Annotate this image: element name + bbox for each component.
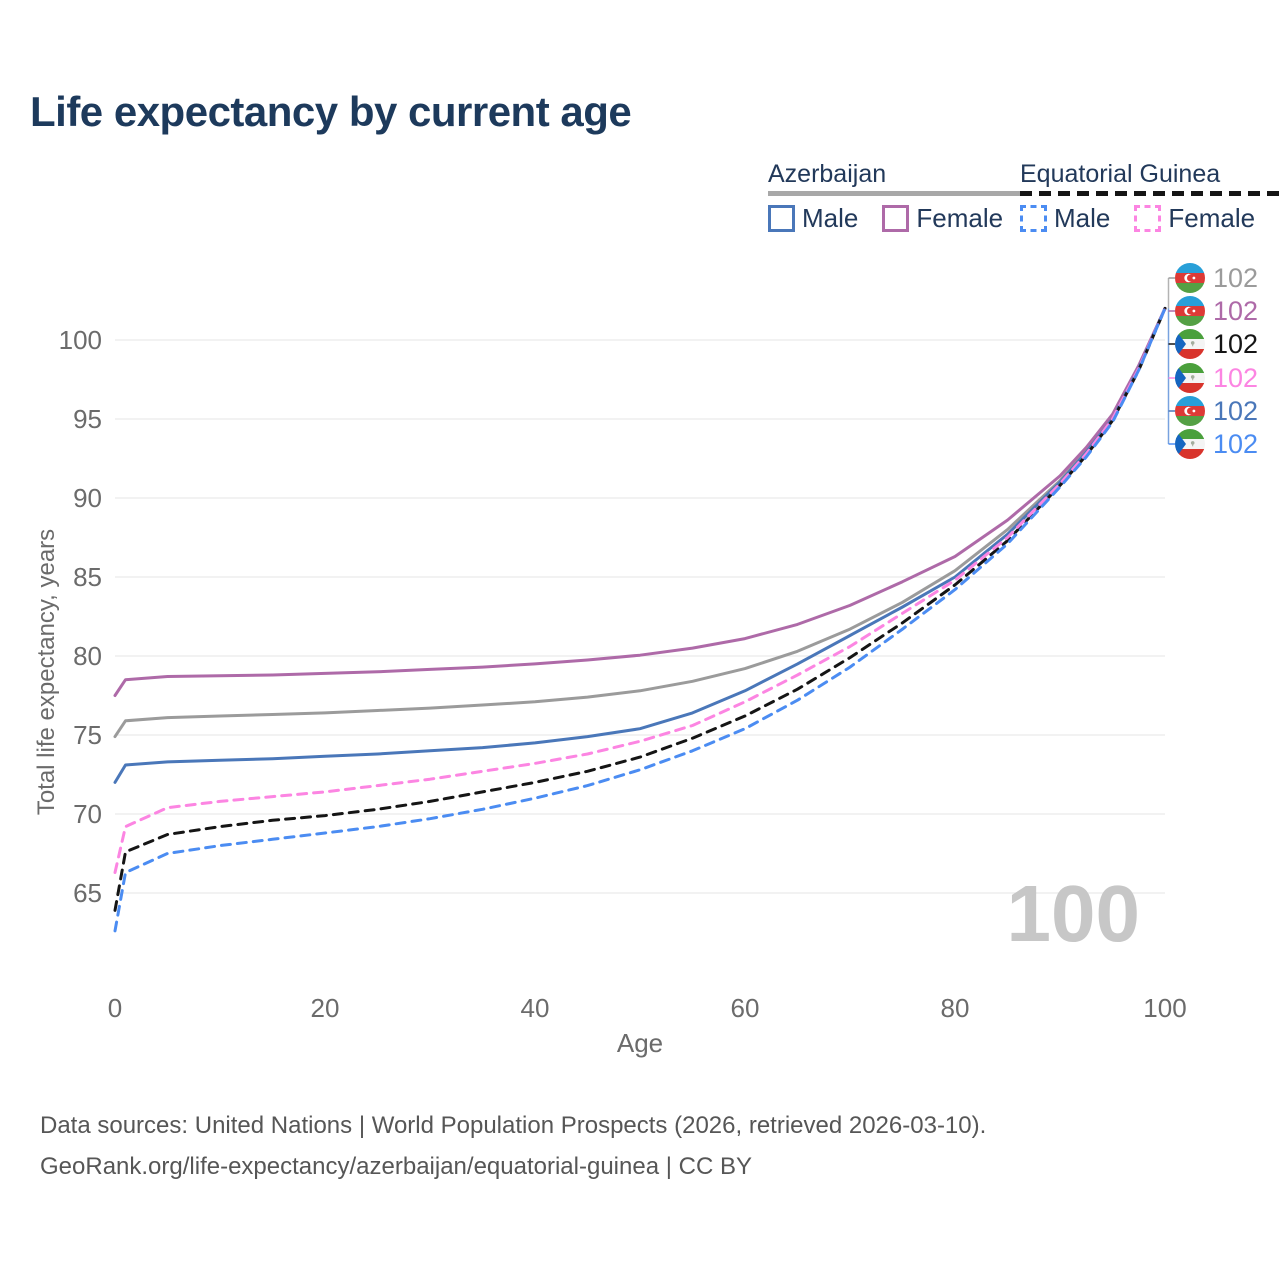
legend-swatch-equatorial-guinea-female[interactable] [1134,205,1162,232]
y-tick-label: 95 [73,404,102,434]
endpoint-label-row: 102 [1175,263,1258,293]
azerbaijan-flag-icon [1175,396,1205,426]
legend-country-equatorial-guinea[interactable]: Equatorial Guinea [1020,160,1221,188]
endpoint-value: 102 [1213,396,1259,426]
page-title: Life expectancy by current age [30,88,632,135]
equatorial-guinea-flag-icon [1175,363,1205,393]
equatorial-guinea-flag-icon [1175,429,1205,459]
y-tick-label: 85 [73,562,102,592]
x-tick-label: 100 [1143,993,1186,1023]
endpoint-value: 102 [1213,296,1259,326]
y-tick-label: 75 [73,720,102,750]
endpoint-bracket [1167,277,1175,445]
endpoint-label-row: 102 [1175,363,1258,393]
equatorial-guinea-flag-icon [1175,329,1205,359]
legend-label-azerbaijan-male[interactable]: Male [802,203,859,233]
x-axis-title: Age [616,1028,664,1058]
legend-underline-azerbaijan [768,191,1028,196]
y-axis-title: Total life expectancy, years [33,528,60,816]
y-tick-label: 100 [59,325,102,355]
series-line-equatorial-guinea-female[interactable] [113,306,1167,874]
endpoint-label-row: 102 [1175,329,1258,359]
endpoint-value: 102 [1213,363,1259,393]
legend-label-equatorial-guinea-female[interactable]: Female [1168,203,1256,233]
legend-swatch-azerbaijan-female[interactable] [882,205,910,232]
endpoint-value: 102 [1213,263,1259,293]
series-line-azerbaijan-female[interactable] [113,306,1167,697]
x-tick-label: 0 [108,993,122,1023]
series-line-azerbaijan-male[interactable] [113,306,1167,784]
azerbaijan-flag-icon [1175,296,1205,326]
azerbaijan-flag-icon [1175,263,1205,293]
legend-group-equatorial-guinea: Equatorial Guinea Male Female [1020,160,1280,233]
x-tick-label: 20 [311,993,340,1023]
x-tick-label: 40 [521,993,550,1023]
endpoint-label-row: 102 [1175,296,1258,326]
y-tick-label: 90 [73,483,102,513]
legend-underline-equatorial-guinea [1020,191,1280,196]
legend-label-equatorial-guinea-male[interactable]: Male [1054,203,1111,233]
grid-lines: 65 70 75 80 85 90 95 100 0 20 40 60 80 100 [59,325,1187,1023]
x-tick-label: 80 [941,993,970,1023]
series-line-equatorial-guinea-total[interactable] [113,306,1167,912]
series-line-equatorial-guinea-male[interactable] [113,306,1167,933]
y-tick-label: 65 [73,878,102,908]
series-line-azerbaijan-total[interactable] [113,306,1167,739]
age-watermark: 100 [1006,869,1140,958]
endpoint-value: 102 [1213,329,1259,359]
legend-label-azerbaijan-female[interactable]: Female [916,203,1004,233]
legend-group-azerbaijan: Azerbaijan Male Female [768,160,1028,233]
footer-sources-line: Data sources: United Nations | World Pop… [40,1112,987,1139]
endpoint-label-row: 102 [1175,429,1258,459]
y-tick-label: 80 [73,641,102,671]
y-tick-label: 70 [73,799,102,829]
footer: Data sources: United Nations | World Pop… [40,1105,986,1187]
endpoint-label-row: 102 [1175,396,1258,426]
legend-country-azerbaijan[interactable]: Azerbaijan [768,160,887,188]
endpoint-value: 102 [1213,429,1259,459]
legend-swatch-equatorial-guinea-male[interactable] [1020,205,1047,232]
x-tick-label: 60 [731,993,760,1023]
footer-citation-line: GeoRank.org/life-expectancy/azerbaijan/e… [40,1153,752,1180]
legend-swatch-azerbaijan-male[interactable] [768,205,795,232]
